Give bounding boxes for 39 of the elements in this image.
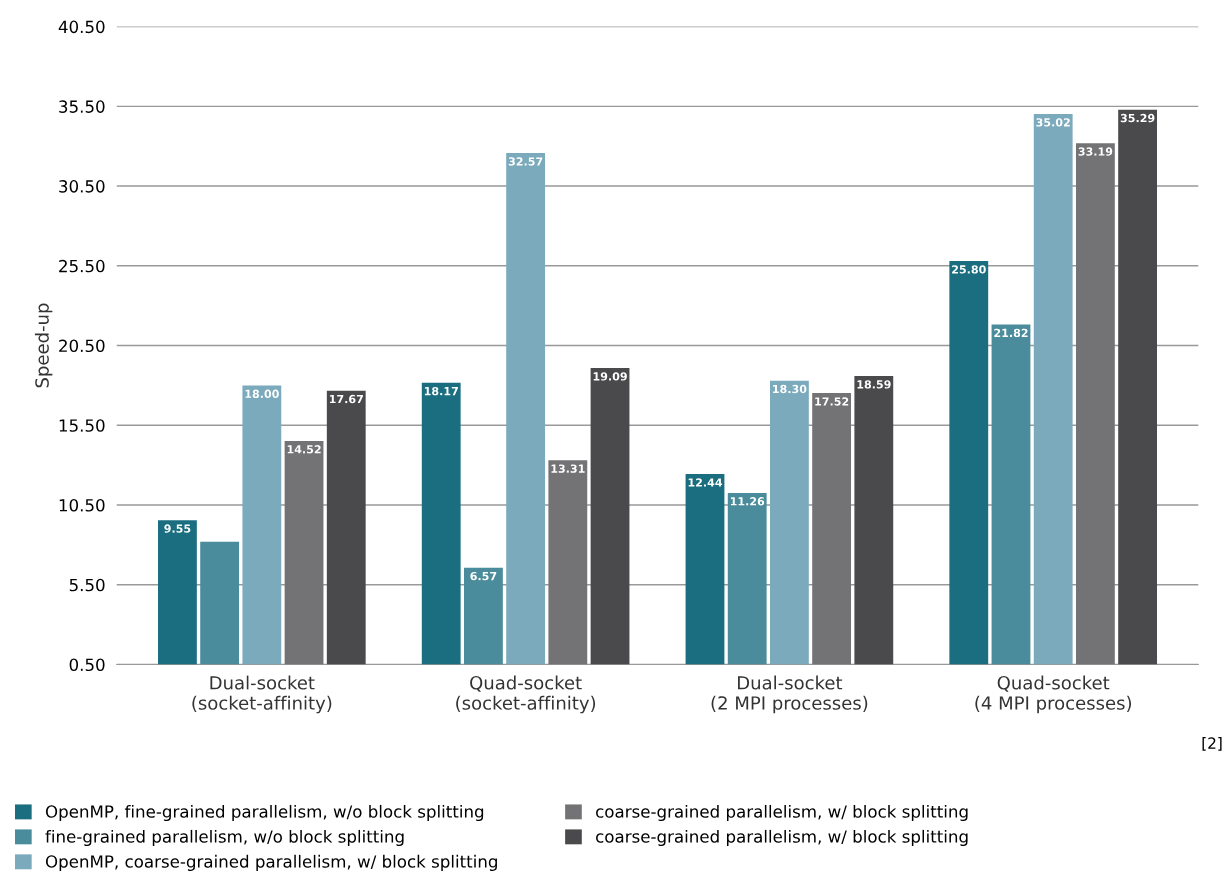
data-label: 35.29: [1120, 113, 1155, 123]
data-label: 19.09: [593, 372, 627, 381]
y-tick-label: 25.50: [59, 259, 105, 273]
data-label: 18.59: [857, 380, 891, 389]
data-label: 11.26: [730, 497, 765, 506]
x-tick-label: Dual-socket (socket-affinity): [192, 675, 332, 714]
data-label: 21.82: [994, 328, 1028, 338]
data-label: 18.30: [773, 384, 807, 394]
text: [2]: [1202, 737, 1222, 751]
data-label: 12.44: [688, 478, 723, 487]
y-tick-label: 30.50: [59, 180, 105, 193]
data-label: 35.02: [1036, 118, 1070, 127]
x-tick-label: Quad-socket (socket-affinity): [456, 675, 596, 714]
x-tick-label: Dual-socket (2 MPI processes): [711, 675, 868, 714]
data-label: 13.31: [551, 464, 585, 473]
data-label: 17.52: [815, 397, 849, 406]
legend-label: coarse-grained parallelism, w/ block splitting: [596, 804, 968, 822]
y-axis-title: Speed-up: [34, 303, 53, 388]
data-label: 18.00: [245, 389, 279, 398]
y-tick-label: 10.50: [59, 498, 105, 512]
legend-label: OpenMP, fine-grained parallelism, w/o block splitting: [45, 804, 484, 822]
legend-label: OpenMP, coarse-grained parallelism, w/ block splitting: [45, 854, 497, 871]
data-label: 25.80: [952, 265, 986, 274]
y-tick-label: 20.50: [59, 339, 105, 353]
data-label: 17.67: [329, 394, 363, 404]
y-tick-label: 15.50: [59, 419, 105, 432]
y-tick-label: 40.50: [58, 20, 105, 34]
data-label: 6.57: [470, 571, 497, 581]
data-label: 9.55: [164, 524, 191, 533]
data-label: 32.57: [508, 157, 543, 166]
y-tick-label: 0.50: [69, 658, 105, 672]
legend-label: coarse-grained parallelism, w/ block splitting: [596, 829, 968, 847]
y-tick-label: 35.50: [59, 100, 105, 113]
y-tick-label: 5.50: [69, 578, 105, 592]
x-tick-label: Quad-socket (4 MPI processes): [975, 675, 1132, 714]
data-label: 33.19: [1078, 147, 1113, 156]
legend-label: fine-grained parallelism, w/o block splitting: [45, 829, 404, 847]
data-label: 14.52: [287, 445, 321, 454]
data-label: 18.17: [424, 386, 458, 396]
